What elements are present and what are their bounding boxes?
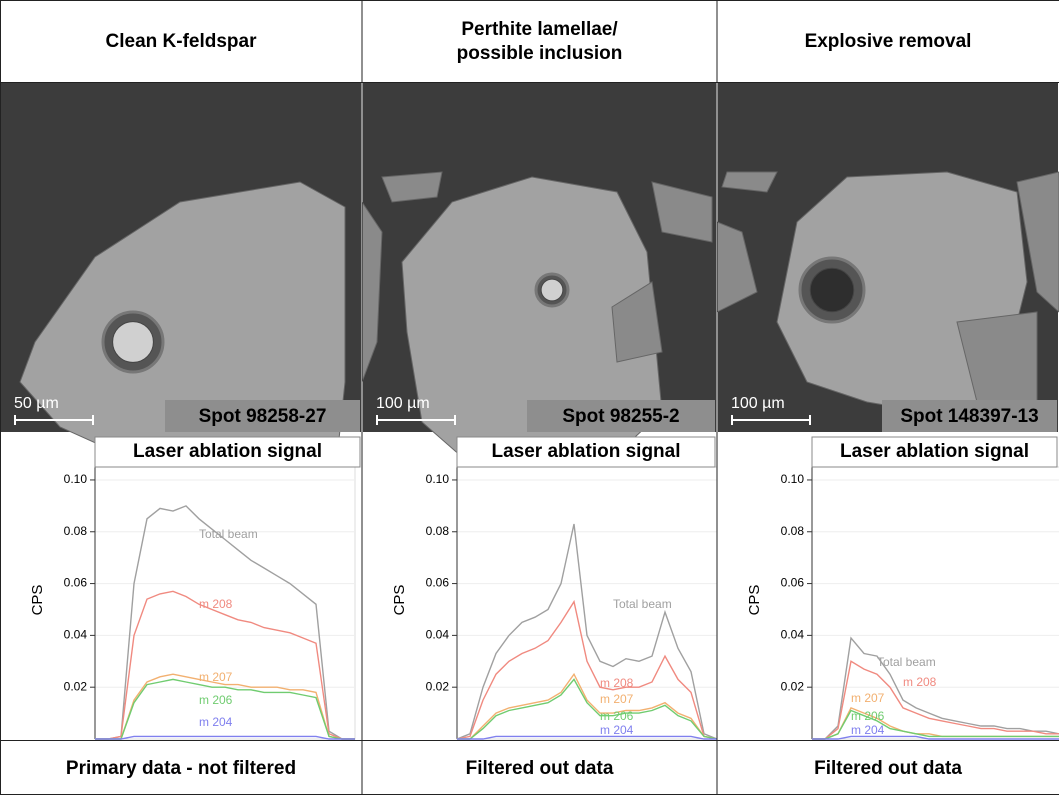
series-label: m 204 [199, 715, 233, 729]
y-tick-label: 0.02 [781, 679, 805, 693]
series-label: m 208 [199, 597, 233, 611]
page: {"panels":[ {"header":["Clean K-feldspar… [0, 0, 1059, 795]
y-tick-label: 0.08 [426, 524, 450, 538]
y-tick-label: 0.08 [781, 524, 805, 538]
chart-title: Laser ablation signal [492, 441, 681, 462]
scale-bar-label: 100 µm [376, 395, 430, 412]
series-label: m 207 [199, 670, 233, 684]
series-label: m 204 [600, 723, 634, 737]
crater [113, 322, 154, 363]
series-label: m 206 [199, 693, 233, 707]
plot-area [457, 467, 717, 739]
y-tick-label: 0.02 [426, 679, 450, 693]
y-tick-label: 0.10 [64, 472, 88, 486]
y-axis-label: CPS [746, 585, 763, 616]
spot-label: Spot 98255-2 [562, 406, 679, 427]
y-axis-label: CPS [391, 585, 408, 616]
series-label: Total beam [877, 655, 936, 669]
y-tick-label: 0.04 [426, 628, 450, 642]
spot-label: Spot 98258-27 [199, 406, 327, 427]
y-tick-label: 0.10 [781, 472, 805, 486]
chart-title: Laser ablation signal [133, 441, 322, 462]
series-label: m 206 [851, 709, 885, 723]
y-tick-label: 0.04 [64, 628, 88, 642]
series-label: m 208 [903, 675, 937, 689]
y-tick-label: 0.06 [781, 576, 805, 590]
y-tick-label: 0.10 [426, 472, 450, 486]
panel-header: Perthite lamellae/ [461, 19, 618, 40]
scale-bar-label: 50 µm [14, 395, 59, 412]
series-label: m 206 [600, 709, 634, 723]
panel-footer: Filtered out data [466, 758, 614, 779]
scale-bar-label: 100 µm [731, 395, 785, 412]
y-axis-label: CPS [29, 585, 46, 616]
spot-label: Spot 148397-13 [900, 406, 1038, 427]
panel-header: Clean K-feldspar [106, 31, 258, 52]
panel-footer: Primary data - not filtered [66, 758, 296, 779]
crater [541, 279, 563, 301]
series-label: m 207 [600, 692, 634, 706]
panel-footer: Filtered out data [814, 758, 962, 779]
series-label: m 207 [851, 691, 885, 705]
series-label: Total beam [199, 527, 258, 541]
y-tick-label: 0.06 [426, 576, 450, 590]
y-tick-label: 0.04 [781, 628, 805, 642]
series-label: m 208 [600, 676, 634, 690]
series-label: m 204 [851, 723, 885, 737]
panel-header: Explosive removal [805, 31, 972, 52]
y-tick-label: 0.06 [64, 576, 88, 590]
series-label: Total beam [613, 597, 672, 611]
crater [810, 268, 854, 312]
y-tick-label: 0.08 [64, 524, 88, 538]
chart-title: Laser ablation signal [840, 441, 1029, 462]
plot-area [812, 467, 1059, 739]
grain [382, 172, 442, 202]
figure: Clean K-feldspar 50 µm Spot 98258-27 0.02 0.… [0, 0, 1059, 795]
y-tick-label: 0.02 [64, 679, 88, 693]
panel-header: possible inclusion [457, 43, 623, 64]
